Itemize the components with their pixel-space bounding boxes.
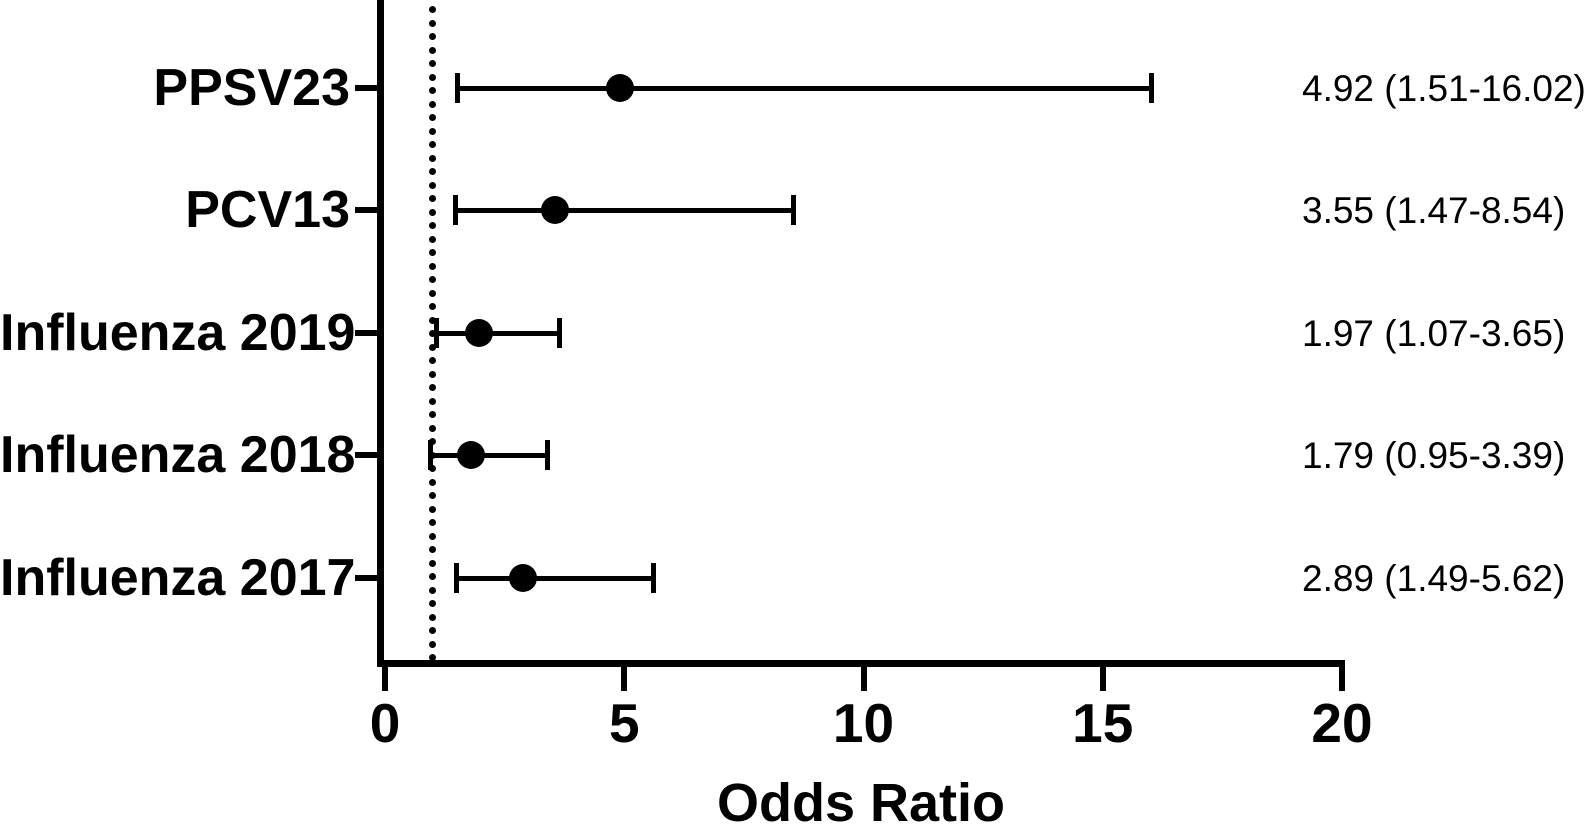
reference-line-dot [429,492,437,499]
reference-line-dot [429,357,437,364]
odds-ratio-annotation: 1.79 (0.95-3.39) [1302,435,1566,476]
ci-cap-right [544,440,550,470]
confidence-interval-bar [436,330,560,336]
category-axis-tick [355,330,377,336]
reference-line-dot [429,533,437,540]
confidence-interval-bar [455,207,794,213]
reference-line-dot [429,546,437,553]
category-label: Influenza 2019 [0,304,356,362]
x-tick-label: 20 [1311,692,1373,754]
reference-line-dot [429,506,437,513]
reference-line-dot [429,74,437,81]
x-tick-label: 10 [832,692,895,754]
ci-cap-left [454,73,460,103]
ci-cap-right [557,318,563,348]
ci-cap-left [427,440,433,470]
confidence-interval-bar [456,575,654,581]
x-tick-label: 15 [1072,692,1134,754]
ci-cap-right [791,195,797,225]
category-label: PCV13 [185,181,350,239]
reference-line-dot [429,168,437,175]
x-axis-title: Odds Ratio [716,773,1005,833]
y-axis-line [377,0,384,667]
reference-line-dot [429,330,437,337]
point-estimate-marker [456,441,485,469]
reference-line-dot [429,128,437,135]
odds-ratio-annotation: 2.89 (1.49-5.62) [1302,558,1566,599]
x-tick [1099,663,1106,691]
x-tick-label: 5 [608,692,640,754]
reference-line-dot [429,6,437,13]
reference-line-dot [429,654,437,661]
reference-line-dot [429,114,437,121]
category-label: Influenza 2018 [0,426,356,484]
reference-line-dot [429,249,437,256]
odds-ratio-annotation: 3.55 (1.47-8.54) [1302,190,1566,231]
point-estimate-marker [465,319,494,347]
reference-line-dot [429,60,437,67]
ci-cap-left [453,563,459,593]
x-tick-label: 0 [369,692,401,754]
reference-line-dot [429,290,437,297]
reference-line-dot [429,587,437,594]
reference-line-dot [429,303,437,310]
reference-line-dot [429,195,437,202]
reference-line-dot [429,222,437,229]
reference-line-dot [429,425,437,432]
odds-ratio-annotation: 4.92 (1.51-16.02) [1302,68,1586,109]
reference-line-dot [429,209,437,216]
ci-cap-right [1149,73,1155,103]
x-tick [621,663,628,691]
reference-line-dot [429,384,437,391]
reference-line-dot [429,141,437,148]
reference-line-dot [429,236,437,243]
ci-cap-right [651,563,657,593]
reference-line-dot [429,411,437,418]
reference-line-dot [429,33,437,40]
reference-line-dot [429,317,437,324]
reference-line-dot [429,614,437,621]
reference-line-dot [429,101,437,108]
reference-line-dot [429,398,437,405]
point-estimate-marker [606,74,635,102]
point-estimate-marker [540,196,569,224]
reference-line-dot [429,573,437,580]
reference-line-dot [429,479,437,486]
category-axis-tick [355,452,377,458]
reference-line-dot [429,600,437,607]
x-tick [1339,663,1345,691]
category-label: PPSV23 [153,59,350,117]
x-tick [382,663,388,691]
x-tick [860,663,867,691]
reference-line-dot [429,263,437,270]
confidence-interval-bar [457,85,1152,91]
category-axis-tick [355,207,377,213]
reference-line-dot [429,20,437,27]
reference-line-dot [429,519,437,526]
reference-line-dot [429,87,437,94]
odds-ratio-annotation: 1.97 (1.07-3.65) [1302,313,1566,354]
category-label: Influenza 2017 [0,549,356,607]
reference-line-dot [429,344,437,351]
reference-line-dot [429,47,437,54]
reference-line-dot [429,560,437,567]
ci-cap-left [433,318,439,348]
category-axis-tick [355,575,377,581]
reference-line-dot [429,155,437,162]
ci-cap-left [452,195,458,225]
reference-line-dot [429,182,437,189]
reference-line-dot [429,276,437,283]
reference-line-dot [429,641,437,648]
confidence-interval-bar [430,452,548,458]
category-axis-tick [355,85,377,91]
reference-line-dot [429,627,437,634]
reference-line-dot [429,371,437,378]
point-estimate-marker [509,564,538,592]
